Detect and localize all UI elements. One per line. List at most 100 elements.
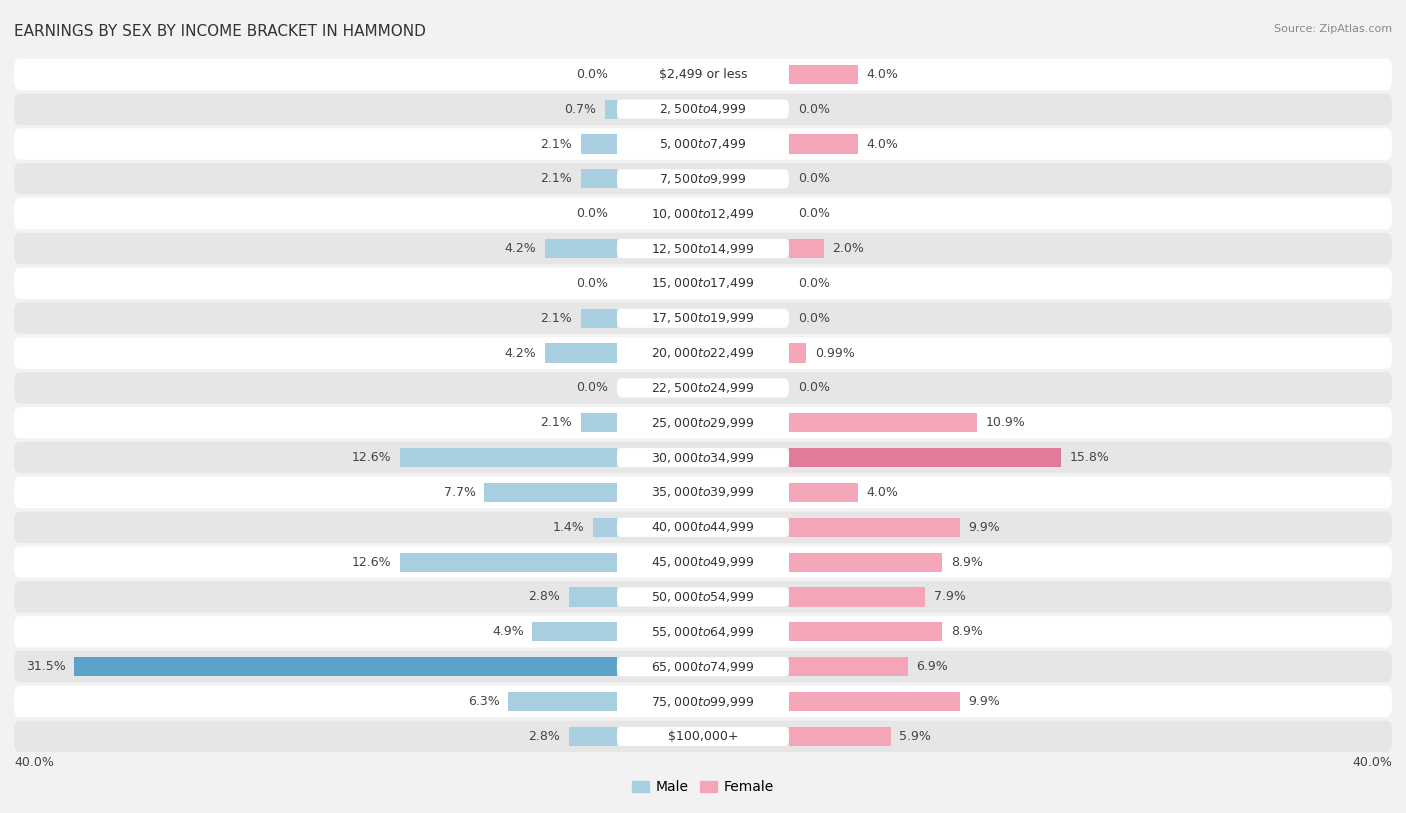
FancyBboxPatch shape: [617, 483, 789, 502]
Text: 2.8%: 2.8%: [529, 730, 560, 743]
FancyBboxPatch shape: [617, 378, 789, 398]
FancyBboxPatch shape: [617, 553, 789, 572]
Text: 4.0%: 4.0%: [866, 486, 898, 499]
Text: 0.0%: 0.0%: [576, 381, 609, 394]
FancyBboxPatch shape: [617, 99, 789, 119]
Text: 4.0%: 4.0%: [866, 67, 898, 80]
Bar: [581, 309, 617, 328]
Bar: [605, 99, 617, 119]
Text: 2.1%: 2.1%: [540, 172, 572, 185]
Bar: [568, 727, 617, 746]
Text: 12.6%: 12.6%: [352, 555, 391, 568]
Text: $30,000 to $34,999: $30,000 to $34,999: [651, 450, 755, 464]
Text: 8.9%: 8.9%: [950, 555, 983, 568]
Bar: [789, 448, 1062, 467]
Text: $17,500 to $19,999: $17,500 to $19,999: [651, 311, 755, 325]
Text: 5.9%: 5.9%: [900, 730, 931, 743]
FancyBboxPatch shape: [617, 65, 789, 84]
Text: 4.2%: 4.2%: [505, 346, 536, 359]
FancyBboxPatch shape: [14, 720, 1392, 752]
FancyBboxPatch shape: [617, 309, 789, 328]
Text: 8.9%: 8.9%: [950, 625, 983, 638]
FancyBboxPatch shape: [14, 233, 1392, 264]
Bar: [789, 483, 858, 502]
FancyBboxPatch shape: [14, 651, 1392, 682]
Text: $10,000 to $12,499: $10,000 to $12,499: [651, 207, 755, 220]
FancyBboxPatch shape: [14, 93, 1392, 125]
Bar: [581, 134, 617, 154]
FancyBboxPatch shape: [14, 511, 1392, 543]
FancyBboxPatch shape: [617, 274, 789, 293]
Text: $2,500 to $4,999: $2,500 to $4,999: [659, 102, 747, 116]
Text: 0.0%: 0.0%: [797, 102, 830, 115]
FancyBboxPatch shape: [14, 59, 1392, 90]
FancyBboxPatch shape: [14, 337, 1392, 369]
Bar: [789, 692, 960, 711]
Text: 2.1%: 2.1%: [540, 416, 572, 429]
Text: 0.0%: 0.0%: [576, 67, 609, 80]
FancyBboxPatch shape: [617, 343, 789, 363]
Text: 31.5%: 31.5%: [25, 660, 66, 673]
Bar: [789, 65, 858, 84]
FancyBboxPatch shape: [14, 546, 1392, 578]
Text: 2.0%: 2.0%: [832, 242, 865, 255]
FancyBboxPatch shape: [14, 616, 1392, 647]
Bar: [581, 169, 617, 189]
Text: 2.1%: 2.1%: [540, 311, 572, 324]
Bar: [789, 239, 824, 259]
FancyBboxPatch shape: [14, 407, 1392, 438]
FancyBboxPatch shape: [14, 442, 1392, 473]
Bar: [789, 622, 942, 641]
Bar: [399, 448, 617, 467]
FancyBboxPatch shape: [14, 581, 1392, 613]
Text: $45,000 to $49,999: $45,000 to $49,999: [651, 555, 755, 569]
FancyBboxPatch shape: [617, 518, 789, 537]
FancyBboxPatch shape: [14, 267, 1392, 299]
Text: 0.7%: 0.7%: [564, 102, 596, 115]
Bar: [399, 553, 617, 572]
Bar: [544, 239, 617, 259]
Text: 7.9%: 7.9%: [934, 590, 966, 603]
FancyBboxPatch shape: [14, 476, 1392, 508]
Text: 4.2%: 4.2%: [505, 242, 536, 255]
Text: Source: ZipAtlas.com: Source: ZipAtlas.com: [1274, 24, 1392, 34]
Text: 6.9%: 6.9%: [917, 660, 948, 673]
Text: 0.0%: 0.0%: [797, 277, 830, 290]
Bar: [789, 587, 925, 606]
FancyBboxPatch shape: [617, 727, 789, 746]
Text: $75,000 to $99,999: $75,000 to $99,999: [651, 694, 755, 708]
Bar: [789, 727, 891, 746]
FancyBboxPatch shape: [14, 128, 1392, 159]
Text: 0.0%: 0.0%: [576, 207, 609, 220]
Bar: [593, 518, 617, 537]
FancyBboxPatch shape: [617, 204, 789, 224]
Text: 40.0%: 40.0%: [1353, 756, 1392, 769]
Text: 0.99%: 0.99%: [815, 346, 855, 359]
FancyBboxPatch shape: [14, 302, 1392, 334]
Text: 7.7%: 7.7%: [444, 486, 475, 499]
FancyBboxPatch shape: [14, 163, 1392, 194]
FancyBboxPatch shape: [617, 622, 789, 641]
Text: $7,500 to $9,999: $7,500 to $9,999: [659, 172, 747, 186]
Bar: [581, 413, 617, 433]
Bar: [789, 134, 858, 154]
Text: 1.4%: 1.4%: [553, 521, 583, 534]
Text: 6.3%: 6.3%: [468, 695, 499, 708]
Bar: [789, 343, 806, 363]
Text: 4.9%: 4.9%: [492, 625, 524, 638]
Bar: [789, 518, 960, 537]
Text: 12.6%: 12.6%: [352, 451, 391, 464]
Text: 9.9%: 9.9%: [969, 521, 1000, 534]
Bar: [789, 553, 942, 572]
FancyBboxPatch shape: [617, 134, 789, 154]
FancyBboxPatch shape: [617, 169, 789, 189]
Text: 0.0%: 0.0%: [576, 277, 609, 290]
Text: $100,000+: $100,000+: [668, 730, 738, 743]
Text: 0.0%: 0.0%: [797, 311, 830, 324]
Bar: [568, 587, 617, 606]
Text: $55,000 to $64,999: $55,000 to $64,999: [651, 625, 755, 639]
Text: 10.9%: 10.9%: [986, 416, 1025, 429]
FancyBboxPatch shape: [617, 657, 789, 676]
FancyBboxPatch shape: [14, 198, 1392, 229]
Text: $35,000 to $39,999: $35,000 to $39,999: [651, 485, 755, 499]
